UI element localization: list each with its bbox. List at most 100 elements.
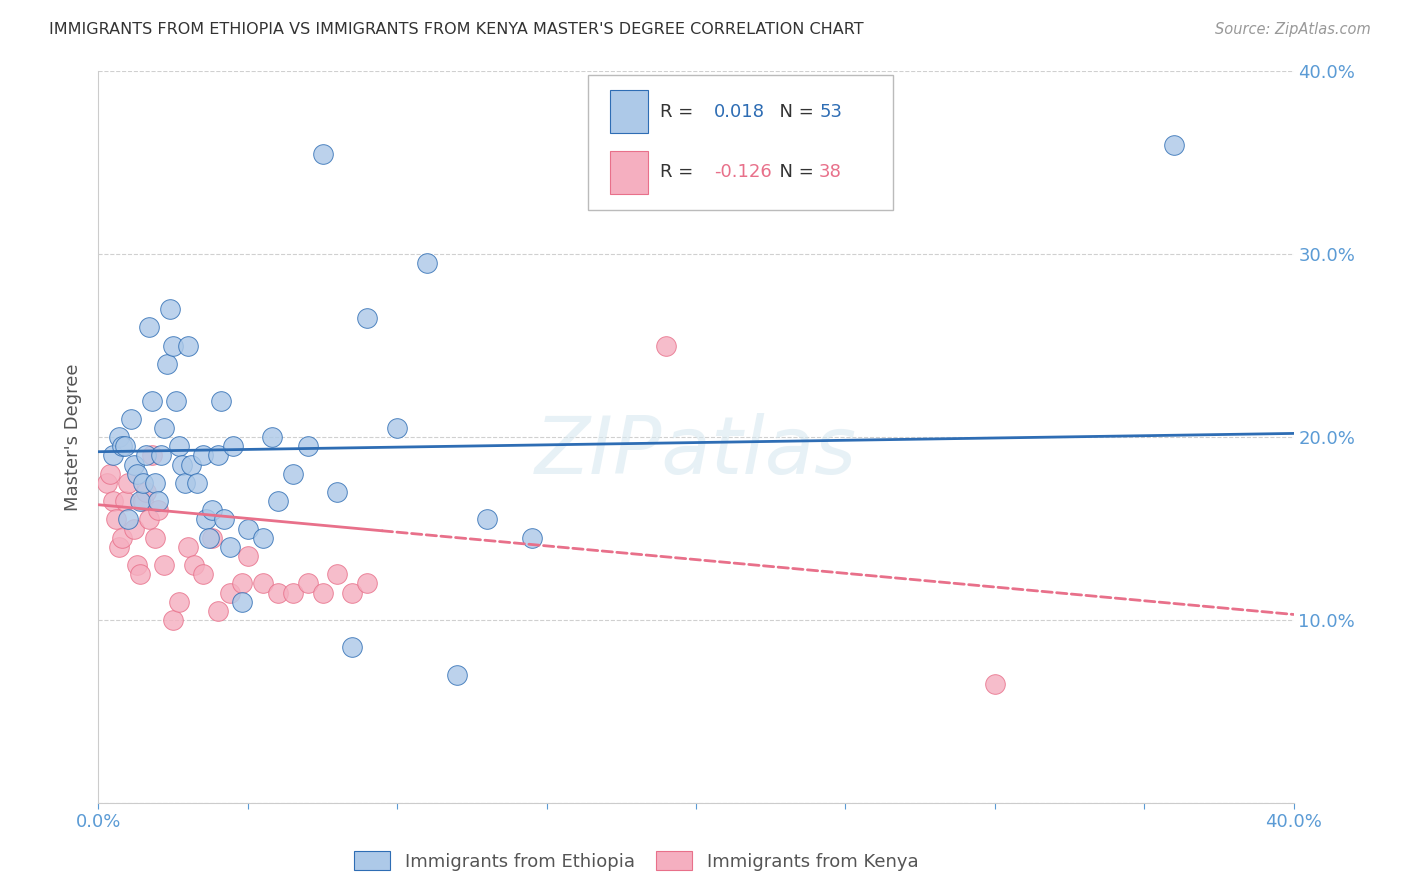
Point xyxy=(356,576,378,591)
Text: N =: N = xyxy=(768,103,820,120)
Point xyxy=(198,531,221,545)
Text: ZIPatlas: ZIPatlas xyxy=(534,413,858,491)
Point xyxy=(655,338,678,352)
Point xyxy=(236,549,259,563)
Point xyxy=(124,521,146,535)
Point xyxy=(167,439,190,453)
Point xyxy=(117,475,139,490)
Point xyxy=(132,494,155,508)
Text: 38: 38 xyxy=(820,163,842,181)
Point xyxy=(231,594,253,608)
Point xyxy=(219,585,242,599)
Point xyxy=(356,311,378,326)
Point xyxy=(165,393,187,408)
Point xyxy=(267,585,290,599)
Point xyxy=(222,439,245,453)
Point xyxy=(135,449,157,463)
Point xyxy=(177,338,200,352)
Point xyxy=(416,256,439,270)
Point xyxy=(260,430,283,444)
Point xyxy=(103,494,125,508)
Point xyxy=(267,494,290,508)
Point xyxy=(984,677,1007,691)
Point xyxy=(172,458,194,472)
Point xyxy=(219,540,242,554)
Point xyxy=(297,439,319,453)
Point xyxy=(153,421,176,435)
Point xyxy=(100,467,122,481)
Point xyxy=(127,467,149,481)
Point xyxy=(385,421,409,435)
Point xyxy=(186,475,208,490)
Point xyxy=(252,576,274,591)
Text: 53: 53 xyxy=(820,103,842,120)
Text: 0.018: 0.018 xyxy=(714,103,765,120)
Point xyxy=(446,667,468,681)
Point xyxy=(207,604,229,618)
Point xyxy=(231,576,253,591)
Point xyxy=(520,531,543,545)
Text: R =: R = xyxy=(661,103,699,120)
Point xyxy=(191,449,214,463)
Text: R =: R = xyxy=(661,163,699,181)
Point xyxy=(201,531,224,545)
Point xyxy=(105,512,128,526)
Legend: Immigrants from Ethiopia, Immigrants from Kenya: Immigrants from Ethiopia, Immigrants fro… xyxy=(347,844,925,878)
Point xyxy=(156,357,179,371)
Point xyxy=(177,540,200,554)
Point xyxy=(311,585,333,599)
Point xyxy=(174,475,197,490)
Point xyxy=(326,485,349,500)
Point xyxy=(138,512,160,526)
Point xyxy=(148,503,170,517)
Point xyxy=(103,449,125,463)
Point xyxy=(138,320,160,334)
Point xyxy=(195,512,218,526)
Point xyxy=(108,430,131,444)
Point xyxy=(120,412,142,426)
Point xyxy=(281,467,304,481)
Point xyxy=(96,475,118,490)
Point xyxy=(167,594,190,608)
Point xyxy=(162,613,184,627)
Point xyxy=(124,458,146,472)
Text: N =: N = xyxy=(768,163,820,181)
FancyBboxPatch shape xyxy=(610,151,648,194)
Point xyxy=(150,449,173,463)
Point xyxy=(159,301,181,317)
Point xyxy=(297,576,319,591)
Point xyxy=(236,521,259,535)
Point xyxy=(183,558,205,573)
Point xyxy=(132,475,155,490)
Point xyxy=(143,475,166,490)
Point xyxy=(108,540,131,554)
FancyBboxPatch shape xyxy=(588,75,893,211)
Point xyxy=(326,567,349,582)
Point xyxy=(153,558,176,573)
Point xyxy=(141,393,163,408)
Point xyxy=(148,494,170,508)
Point xyxy=(209,393,232,408)
Point xyxy=(475,512,498,526)
Point xyxy=(1163,137,1185,152)
Point xyxy=(342,585,364,599)
Point xyxy=(281,585,304,599)
Point xyxy=(212,512,235,526)
Point xyxy=(342,640,364,655)
Text: -0.126: -0.126 xyxy=(714,163,772,181)
Point xyxy=(143,531,166,545)
Point xyxy=(191,567,214,582)
Point xyxy=(114,439,136,453)
Point xyxy=(141,449,163,463)
Text: Source: ZipAtlas.com: Source: ZipAtlas.com xyxy=(1215,22,1371,37)
Point xyxy=(129,567,152,582)
Point xyxy=(207,449,229,463)
Point xyxy=(201,503,224,517)
Point xyxy=(311,146,333,161)
Point xyxy=(162,338,184,352)
Point xyxy=(127,558,149,573)
FancyBboxPatch shape xyxy=(610,90,648,133)
Point xyxy=(117,512,139,526)
Point xyxy=(114,494,136,508)
Point xyxy=(111,439,134,453)
